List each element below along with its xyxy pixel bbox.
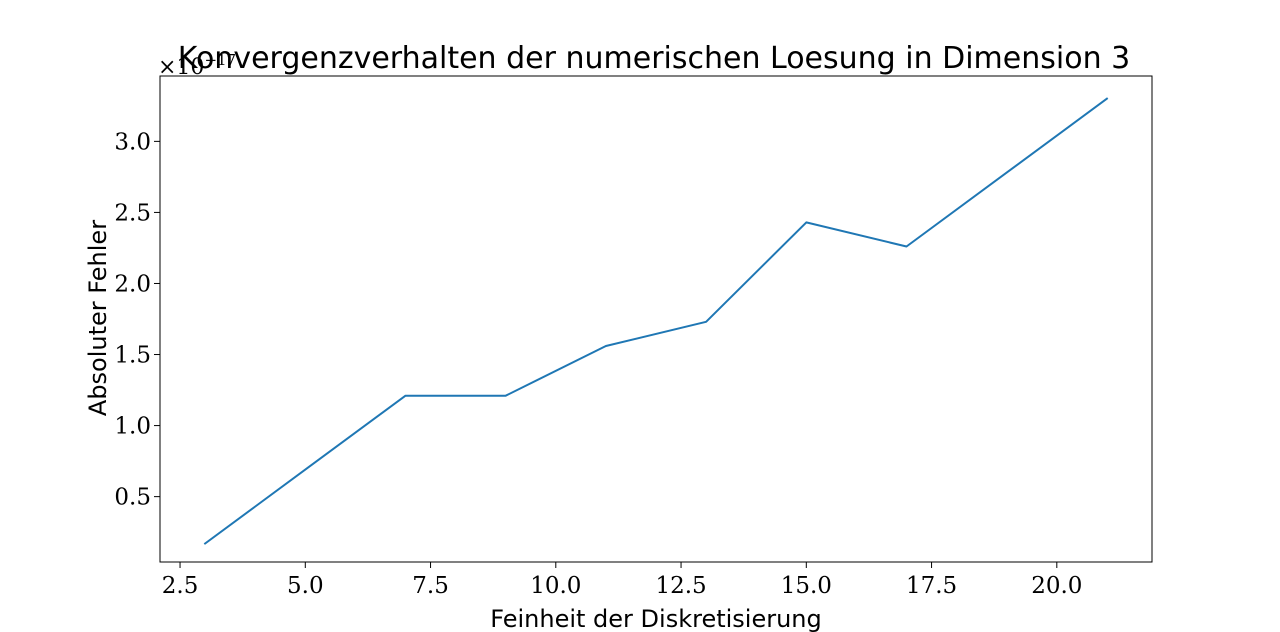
x-tick-label: 2.5	[162, 573, 199, 599]
series-layer	[203, 97, 1109, 545]
chart-title: Konvergenzverhalten der numerischen Loes…	[178, 41, 1130, 76]
plot-frame	[159, 75, 1153, 563]
y-axis-ticks: 0.5 1.0 1.5 2.0 2.5 3.0	[114, 129, 160, 511]
y-tick-label: 2.5	[114, 200, 151, 226]
x-tick-label: 17.5	[906, 573, 957, 599]
x-tick-label: 20.0	[1031, 573, 1082, 599]
y-offset-exponent: −17	[204, 51, 236, 69]
x-tick-label: 7.5	[412, 573, 449, 599]
y-tick-label: 1.5	[114, 343, 151, 369]
y-axis-label: Absoluter Fehler	[84, 220, 112, 416]
y-tick-label: 1.0	[114, 414, 151, 440]
x-tick-label: 5.0	[287, 573, 324, 599]
plot-area	[160, 76, 1152, 562]
y-tick-label: 0.5	[114, 485, 151, 511]
series-line	[203, 97, 1109, 545]
x-tick-label: 12.5	[655, 573, 706, 599]
y-tick-label: 2.0	[114, 271, 151, 297]
x-tick-label: 15.0	[781, 573, 832, 599]
y-tick-label: 3.0	[114, 129, 151, 155]
x-tick-label: 10.0	[530, 573, 581, 599]
x-axis-label: Feinheit der Diskretisierung	[490, 605, 822, 632]
x-axis-ticks: 2.5 5.0 7.5 10.0 12.5 15.0 17.5 20.0	[162, 562, 1082, 599]
